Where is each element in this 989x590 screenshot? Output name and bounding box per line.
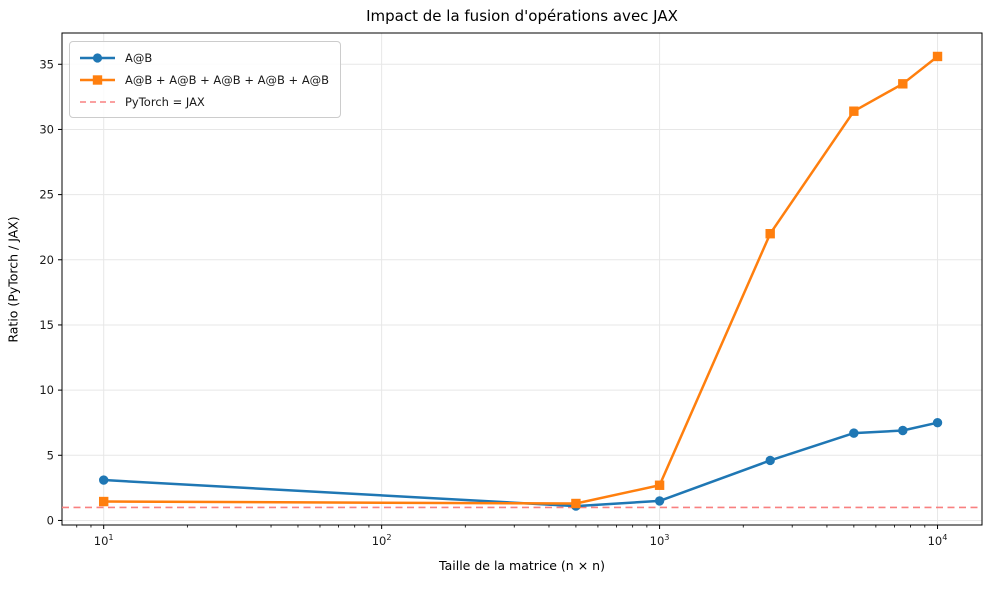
legend-entry-aab-sum: A@B + A@B + A@B + A@B + A@B (79, 70, 329, 89)
legend: A@B A@B + A@B + A@B + A@B + A@B PyTorch … (69, 41, 342, 118)
series-1 (98, 51, 943, 509)
x-axis-label: Taille de la matrice (n × n) (439, 558, 605, 573)
data-point (98, 475, 109, 485)
legend-label: A@B + A@B + A@B + A@B + A@B (125, 72, 330, 87)
series-line (102, 55, 939, 505)
chart-title: Impact de la fusion d'opérations avec JA… (366, 7, 678, 25)
plot-border (61, 32, 983, 526)
data-point (765, 455, 775, 466)
y-tick-label: 10 (39, 383, 54, 397)
data-point (898, 79, 908, 89)
series-0 (98, 417, 943, 511)
data-point (898, 425, 908, 436)
x-axis-ticks: 101 102 103 104 (76, 525, 948, 548)
data-point (932, 51, 943, 62)
legend-entry-aab: A@B (79, 48, 329, 67)
y-tick-label: 5 (47, 448, 54, 462)
y-axis-ticks: 0 5 10 15 20 25 30 35 (39, 57, 62, 527)
data-point (654, 496, 665, 506)
legend-label: A@B (125, 50, 153, 65)
data-point (654, 480, 665, 490)
y-axis-label: Ratio (PyTorch / JAX) (5, 216, 21, 343)
legend-line-circle-icon (80, 52, 115, 63)
y-tick-label: 25 (39, 188, 54, 202)
data-point (571, 498, 581, 509)
legend-dashed-line-icon (80, 100, 115, 103)
legend-entry-reference: PyTorch = JAX (79, 92, 329, 111)
y-tick-label: 30 (39, 122, 54, 136)
legend-line-square-icon (80, 74, 115, 85)
data-point (849, 428, 859, 438)
data-point (849, 106, 859, 116)
x-tick-label: 102 (372, 532, 392, 548)
x-tick-label: 101 (94, 532, 114, 548)
data-point (98, 496, 109, 507)
y-tick-label: 35 (39, 57, 54, 71)
y-tick-label: 0 (47, 513, 54, 527)
gridlines (62, 33, 982, 525)
x-tick-label: 103 (650, 532, 670, 548)
y-tick-label: 20 (39, 253, 54, 267)
data-point (765, 229, 775, 239)
data-point (932, 417, 943, 428)
x-tick-label: 104 (928, 532, 948, 548)
y-tick-label: 15 (39, 318, 54, 332)
series-line (102, 421, 939, 508)
legend-label: PyTorch = JAX (125, 94, 205, 109)
